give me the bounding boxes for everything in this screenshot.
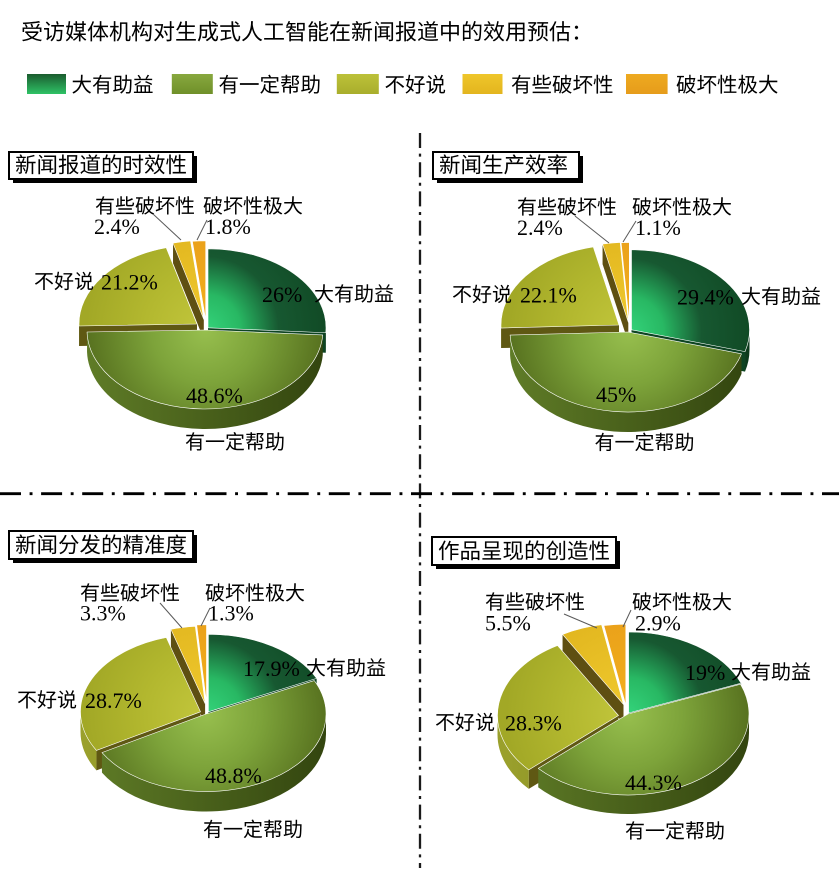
svg-text:22.1%: 22.1% — [520, 283, 577, 308]
svg-text:19%: 19% — [685, 660, 725, 685]
svg-text:1.3%: 1.3% — [208, 601, 254, 626]
svg-text:1.8%: 1.8% — [205, 214, 251, 239]
svg-text:3.3%: 3.3% — [80, 601, 126, 626]
svg-text:44.3%: 44.3% — [625, 770, 682, 795]
svg-text:45%: 45% — [596, 382, 636, 407]
svg-text:28.7%: 28.7% — [85, 688, 142, 713]
svg-text:5.5%: 5.5% — [485, 611, 531, 636]
svg-text:1.1%: 1.1% — [635, 215, 681, 240]
svg-text:26%: 26% — [262, 282, 302, 307]
svg-text:21.2%: 21.2% — [101, 270, 158, 295]
svg-text:48.8%: 48.8% — [205, 763, 262, 788]
svg-text:2.9%: 2.9% — [635, 611, 681, 636]
svg-text:28.3%: 28.3% — [505, 711, 562, 736]
svg-text:2.4%: 2.4% — [517, 215, 563, 240]
svg-text:2.4%: 2.4% — [94, 214, 140, 239]
svg-text:48.6%: 48.6% — [186, 383, 243, 408]
svg-text:17.9%: 17.9% — [243, 656, 300, 681]
svg-text:29.4%: 29.4% — [677, 285, 734, 310]
